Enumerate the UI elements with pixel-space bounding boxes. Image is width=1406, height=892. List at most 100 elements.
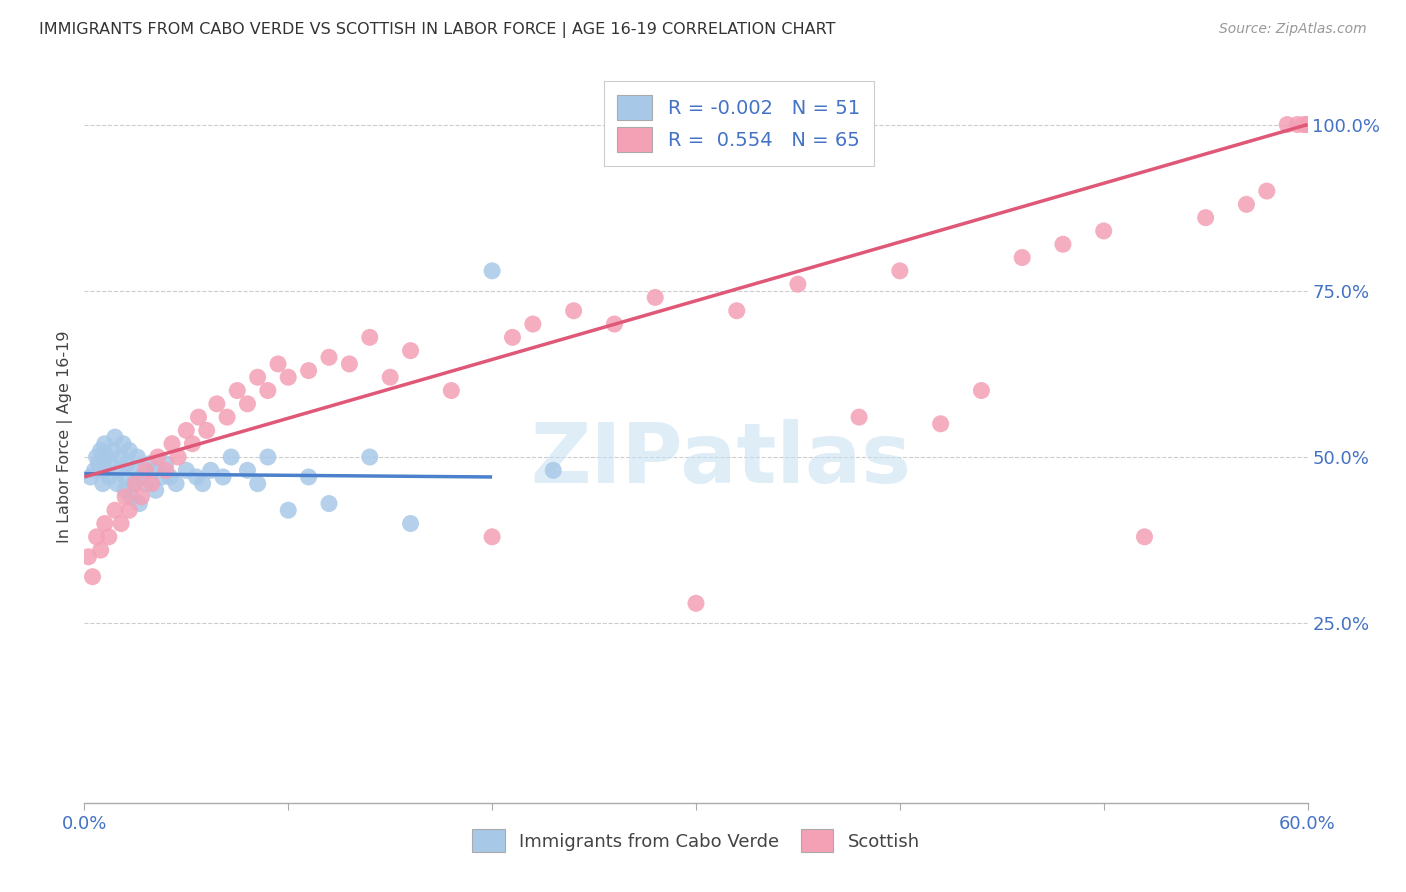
Point (1092, 224, 1115, 238)
Point (108, 463, 131, 477)
Point (150, 470, 173, 484)
Point (174, 424, 197, 438)
Point (644, 290, 666, 304)
Point (562, 303, 585, 318)
Text: IMMIGRANTS FROM CABO VERDE VS SCOTTISH IN LABOR FORCE | AGE 16-19 CORRELATION CH: IMMIGRANTS FROM CABO VERDE VS SCOTTISH I… (39, 22, 837, 38)
Point (97, 470, 120, 484)
Point (135, 463, 157, 477)
Point (120, 490, 142, 504)
Point (502, 330, 524, 344)
Point (77, 549, 100, 564)
Point (118, 503, 141, 517)
Point (112, 436, 135, 450)
Point (118, 443, 141, 458)
Point (1195, 211, 1218, 225)
Legend: Immigrants from Cabo Verde, Scottish: Immigrants from Cabo Verde, Scottish (465, 822, 927, 860)
Point (135, 476, 157, 491)
Point (236, 397, 259, 411)
Point (159, 470, 181, 484)
Point (603, 317, 626, 331)
Point (212, 470, 235, 484)
Point (787, 277, 810, 292)
Point (543, 463, 565, 477)
Point (86, 450, 108, 464)
Point (122, 476, 145, 491)
Point (187, 410, 209, 425)
Y-axis label: In Labor Force | Age 16-19: In Labor Force | Age 16-19 (58, 331, 73, 543)
Point (1292, 118, 1315, 132)
Point (1011, 251, 1033, 265)
Point (219, 450, 242, 464)
Point (191, 476, 214, 491)
Point (1296, 118, 1319, 132)
Point (318, 351, 340, 365)
Point (90, 543, 112, 558)
Point (257, 384, 280, 398)
Point (399, 343, 422, 358)
Point (257, 450, 280, 464)
Point (929, 417, 952, 431)
Point (138, 457, 160, 471)
Point (1236, 197, 1258, 211)
Point (82, 570, 104, 584)
Point (93, 436, 115, 450)
Point (1296, 118, 1319, 132)
Point (359, 330, 381, 344)
Point (725, 303, 748, 318)
Point (131, 470, 153, 484)
Point (267, 357, 290, 371)
Point (226, 384, 249, 398)
Point (298, 363, 321, 377)
Point (195, 424, 218, 438)
Point (181, 436, 204, 450)
Point (848, 410, 870, 425)
Point (970, 384, 993, 398)
Point (246, 370, 269, 384)
Point (104, 503, 127, 517)
Point (101, 443, 124, 458)
Point (889, 264, 911, 278)
Point (160, 436, 183, 450)
Point (145, 483, 167, 498)
Point (1133, 530, 1156, 544)
Point (124, 476, 146, 491)
Point (200, 463, 222, 477)
Point (1052, 237, 1074, 252)
Point (141, 476, 163, 491)
Point (142, 463, 165, 477)
Point (91, 476, 114, 491)
Point (114, 490, 136, 504)
Point (359, 450, 381, 464)
Text: ZIPatlas: ZIPatlas (530, 418, 911, 500)
Point (93, 463, 115, 477)
Point (685, 596, 707, 610)
Point (93, 516, 115, 531)
Point (246, 476, 269, 491)
Point (1296, 118, 1319, 132)
Point (87, 457, 110, 471)
Point (186, 470, 208, 484)
Point (277, 370, 299, 384)
Point (96, 450, 118, 464)
Point (155, 463, 177, 477)
Point (110, 450, 132, 464)
Point (339, 357, 361, 371)
Point (146, 450, 169, 464)
Point (481, 264, 503, 278)
Point (114, 483, 136, 498)
Point (104, 430, 127, 444)
Point (100, 457, 122, 471)
Point (79, 470, 101, 484)
Point (155, 457, 177, 471)
Point (127, 450, 149, 464)
Point (174, 463, 197, 477)
Text: Source: ZipAtlas.com: Source: ZipAtlas.com (1219, 22, 1367, 37)
Point (236, 463, 259, 477)
Point (83, 463, 105, 477)
Point (110, 516, 132, 531)
Point (131, 490, 153, 504)
Point (522, 317, 544, 331)
Point (90, 443, 112, 458)
Point (318, 497, 340, 511)
Point (1277, 118, 1299, 132)
